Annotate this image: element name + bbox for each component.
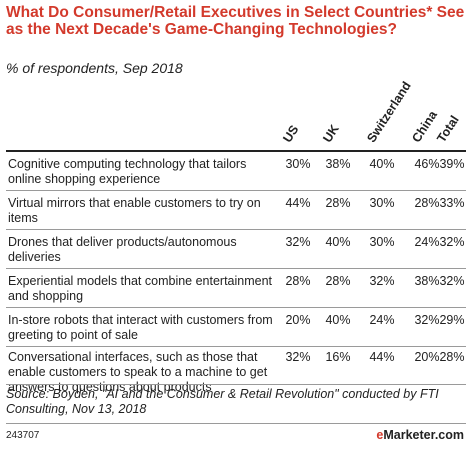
cell-us: 20%	[285, 313, 311, 327]
col-header-us: US	[280, 122, 302, 145]
row-divider	[6, 268, 466, 269]
cell-uk: 38%	[325, 157, 351, 171]
cell-total: 33%	[439, 196, 465, 210]
cell-china: 28%	[414, 196, 440, 210]
row-label: Drones that deliver products/autonomous …	[8, 235, 237, 264]
chart-subtitle: % of respondents, Sep 2018	[6, 60, 183, 76]
cell-switzerland: 32%	[369, 274, 395, 288]
cell-china: 32%	[414, 313, 440, 327]
table-row: In-store robots that interact with custo…	[6, 309, 466, 345]
brand-suffix: .com	[434, 428, 464, 442]
row-label: In-store robots that interact with custo…	[8, 313, 273, 342]
cell-uk: 28%	[325, 196, 351, 210]
cell-china: 46%	[414, 157, 440, 171]
table-row: Virtual mirrors that enable customers to…	[6, 192, 466, 228]
cell-us: 28%	[285, 274, 311, 288]
cell-total: 28%	[439, 350, 465, 364]
row-divider	[6, 190, 466, 191]
cell-us: 30%	[285, 157, 311, 171]
cell-total: 32%	[439, 274, 465, 288]
row-label: Cognitive computing technology that tail…	[8, 157, 247, 186]
table-row: Conversational interfaces, such as those…	[6, 346, 466, 394]
cell-total: 29%	[439, 313, 465, 327]
row-label: Experiential models that combine enterta…	[8, 274, 273, 303]
cell-china: 20%	[414, 350, 440, 364]
table-row: Cognitive computing technology that tail…	[6, 153, 466, 189]
table-row: Experiential models that combine enterta…	[6, 270, 466, 306]
cell-china: 38%	[414, 274, 440, 288]
cell-uk: 40%	[325, 313, 351, 327]
row-divider	[6, 384, 466, 385]
row-divider	[6, 229, 466, 230]
cell-total: 39%	[439, 157, 465, 171]
brand-name: Marketer	[383, 428, 435, 442]
row-divider	[6, 307, 466, 308]
cell-us: 32%	[285, 350, 311, 364]
header-rule	[6, 150, 466, 152]
col-header-uk: UK	[320, 122, 342, 145]
col-header-switzerland: Switzerland	[364, 79, 414, 145]
row-label: Virtual mirrors that enable customers to…	[8, 196, 261, 225]
brand-prefix: e	[376, 428, 384, 442]
source-note: Source: Boyden, "AI and the Consumer & R…	[6, 387, 439, 416]
cell-switzerland: 30%	[369, 235, 395, 249]
cell-china: 24%	[414, 235, 440, 249]
cell-us: 44%	[285, 196, 311, 210]
table-row: Drones that deliver products/autonomous …	[6, 231, 466, 267]
chart-title: What Do Consumer/Retail Executives in Se…	[6, 4, 465, 38]
cell-switzerland: 24%	[369, 313, 395, 327]
cell-uk: 28%	[325, 274, 351, 288]
cell-us: 32%	[285, 235, 311, 249]
cell-switzerland: 40%	[369, 157, 395, 171]
chart-id: 243707	[6, 430, 40, 441]
cell-uk: 40%	[325, 235, 351, 249]
cell-switzerland: 30%	[369, 196, 395, 210]
footer-rule	[6, 423, 466, 424]
col-header-china: China	[409, 108, 440, 145]
cell-total: 32%	[439, 235, 465, 249]
brand-logo: eMarketer.com	[376, 428, 464, 442]
row-divider	[6, 346, 466, 347]
cell-switzerland: 44%	[369, 350, 395, 364]
row-label: Conversational interfaces, such as those…	[8, 350, 268, 394]
cell-uk: 16%	[325, 350, 351, 364]
